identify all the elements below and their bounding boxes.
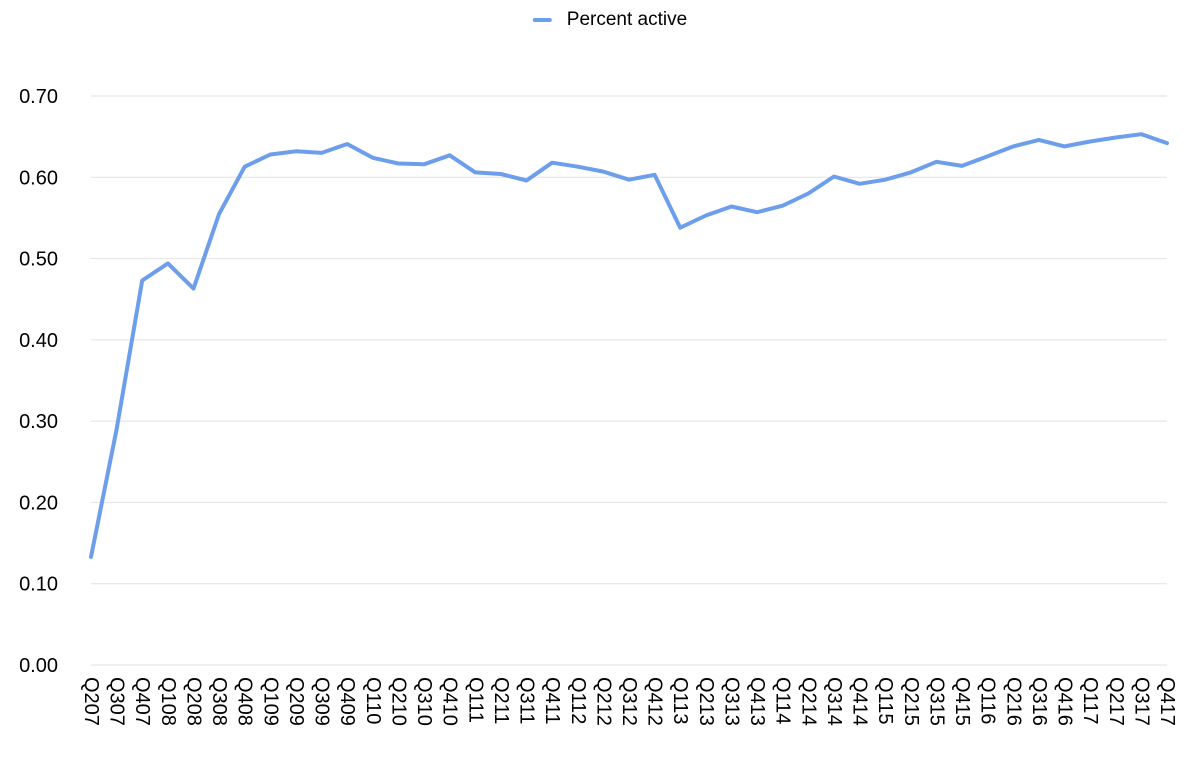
x-axis-tick-label: Q307	[106, 677, 128, 726]
x-axis-tick-label: Q309	[311, 677, 333, 726]
x-axis-tick-label: Q409	[336, 677, 358, 726]
x-axis-tick-label: Q308	[208, 677, 230, 726]
x-axis-tick-label: Q110	[362, 677, 384, 724]
y-axis-tick-label: 0.30	[19, 411, 58, 433]
x-axis-tick-label: Q412	[644, 677, 666, 726]
x-axis-tick-label: Q109	[259, 677, 281, 726]
y-axis-tick-label: 0.20	[19, 492, 58, 514]
y-axis-tick-label: 0.00	[19, 655, 58, 677]
x-axis-tick-label: Q315	[925, 677, 947, 726]
legend-label: Percent active	[566, 9, 688, 30]
x-axis-tick-label: Q317	[1130, 677, 1152, 726]
x-axis-tick-label: Q310	[413, 677, 435, 726]
x-axis-tick-label: Q210	[387, 677, 409, 726]
x-axis-tick-label: Q411	[541, 677, 563, 724]
x-axis-tick-label: Q314	[823, 677, 845, 726]
x-axis-tick-label: Q216	[1002, 677, 1024, 726]
x-axis-tick-label: Q113	[669, 677, 691, 724]
x-axis-tick-label: Q417	[1156, 677, 1178, 726]
x-axis-tick-label: Q114	[772, 677, 794, 724]
x-axis-tick-label: Q410	[439, 677, 461, 726]
y-axis-tick-label: 0.70	[19, 86, 58, 108]
x-axis-tick-label: Q212	[592, 677, 614, 726]
x-axis-tick-label: Q407	[131, 677, 153, 726]
x-axis-tick-label: Q415	[951, 677, 973, 726]
x-axis-tick-label: Q116	[977, 677, 999, 724]
x-axis-tick-label: Q112	[567, 677, 589, 724]
x-axis-tick-label: Q207	[80, 677, 102, 726]
x-axis-tick-label: Q208	[182, 677, 204, 726]
x-axis-tick-label: Q414	[849, 677, 871, 726]
x-axis-tick-label: Q108	[157, 677, 179, 726]
x-axis-tick-label: Q213	[695, 677, 717, 726]
x-axis-tick-label: Q312	[618, 677, 640, 726]
x-axis-tick-label: Q115	[874, 677, 896, 724]
y-axis-tick-label: 0.10	[19, 574, 58, 596]
x-axis-tick-label: Q209	[285, 677, 307, 726]
x-axis-tick-label: Q408	[234, 677, 256, 726]
x-axis-tick-label: Q214	[797, 677, 819, 726]
legend-line-swatch	[532, 18, 552, 22]
x-axis-tick-label: Q111	[464, 677, 486, 723]
x-axis-tick-label: Q117	[1079, 677, 1101, 724]
series-line-percent-active[interactable]	[89, 132, 1169, 559]
legend: Percent active	[532, 9, 688, 31]
x-axis-tick-label: Q311	[516, 677, 538, 724]
x-axis-tick-label: Q416	[1054, 677, 1076, 726]
y-axis-tick-label: 0.60	[19, 167, 58, 189]
x-axis-tick-label: Q316	[1028, 677, 1050, 726]
x-axis-tick-label: Q313	[720, 677, 742, 726]
x-axis-tick-label: Q217	[1105, 677, 1127, 726]
x-axis-tick-label: Q413	[746, 677, 768, 726]
x-axis-tick-label: Q215	[900, 677, 922, 726]
y-axis-tick-label: 0.50	[19, 249, 58, 271]
x-axis-tick-label: Q211	[490, 677, 512, 724]
y-axis-tick-label: 0.40	[19, 330, 58, 352]
